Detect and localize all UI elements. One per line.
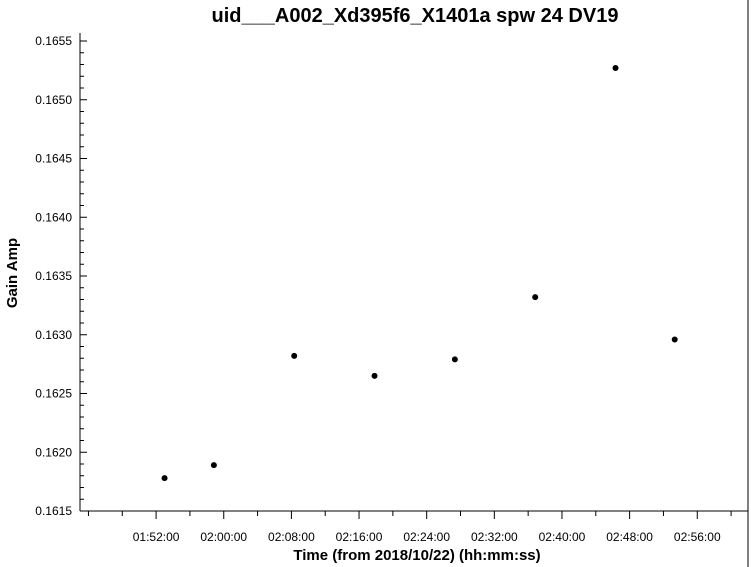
axes (79, 0, 749, 567)
chart-title: uid___A002_Xd395f6_X1401a spw 24 DV19 (212, 5, 619, 27)
data-point (451, 356, 458, 363)
data-point (612, 65, 619, 72)
data-point (371, 372, 378, 379)
data-point (291, 352, 298, 359)
x-tick-label: 01:52:00 (133, 530, 180, 544)
y-tick-label: 0.1620 (35, 445, 72, 459)
x-tick-label: 02:16:00 (336, 530, 383, 544)
y-tick-label: 0.1650 (35, 93, 72, 107)
y-tick-label: 0.1635 (35, 269, 72, 283)
data-point (532, 294, 539, 301)
data-point (210, 462, 217, 469)
x-tick-label: 02:56:00 (674, 530, 721, 544)
x-tick-label: 02:24:00 (403, 530, 450, 544)
data-point (671, 336, 678, 343)
x-axis-label: Time (from 2018/10/22) (hh:mm:ss) (293, 547, 540, 564)
y-axis-label: Gain Amp (4, 238, 21, 308)
x-tick-label: 02:32:00 (471, 530, 518, 544)
y-tick-label: 0.1645 (35, 152, 72, 166)
y-tick-label: 0.1630 (35, 328, 72, 342)
x-tick-label: 02:08:00 (268, 530, 315, 544)
data-points (161, 65, 678, 482)
y-tick-label: 0.1655 (35, 34, 72, 48)
data-point (161, 475, 168, 482)
x-tick-label: 02:00:00 (200, 530, 247, 544)
y-ticks: 0.1615 0.1620 0.1625 0.1630 0.1635 0.1640 0.16… (35, 34, 87, 518)
x-tick-label: 02:40:00 (539, 530, 586, 544)
x-ticks: 01:52:00 02:00:00 02:08:00 02:16:00 02:24:00… (87, 511, 732, 544)
x-tick-label: 02:48:00 (606, 530, 653, 544)
y-tick-label: 0.1625 (35, 387, 72, 401)
y-tick-label: 0.1640 (35, 210, 72, 224)
y-tick-label: 0.1615 (35, 504, 72, 518)
